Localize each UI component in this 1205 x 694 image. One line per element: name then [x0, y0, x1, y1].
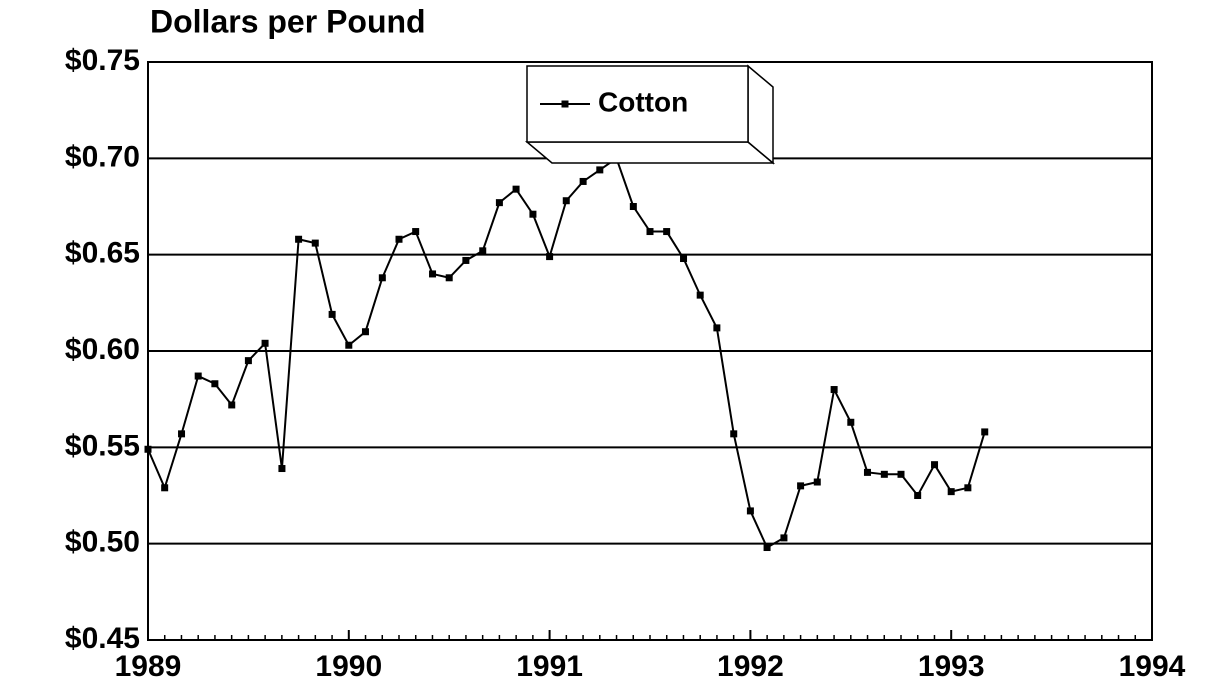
- point: [579, 177, 587, 185]
- point: [311, 239, 319, 247]
- x-tick-label: 1992: [717, 650, 784, 683]
- legend-label: Cotton: [598, 86, 688, 117]
- y-tick-label: $0.65: [65, 237, 140, 270]
- point: [947, 488, 955, 496]
- x-tick-label: 1990: [315, 650, 382, 683]
- y-tick-label: $0.45: [65, 622, 140, 655]
- x-tick-label: 1993: [918, 650, 985, 683]
- point: [847, 418, 855, 426]
- point: [361, 328, 369, 336]
- legend: Cotton: [524, 64, 776, 165]
- point: [780, 534, 788, 542]
- y-tick-label: $0.50: [65, 526, 140, 559]
- point: [730, 430, 738, 438]
- point: [529, 210, 537, 218]
- point: [378, 274, 386, 282]
- point: [863, 468, 871, 476]
- point: [763, 544, 771, 552]
- point: [261, 339, 269, 347]
- legend-marker: [561, 100, 569, 108]
- point: [395, 235, 403, 243]
- point: [646, 228, 654, 236]
- line: [147, 156, 986, 549]
- point: [278, 465, 286, 473]
- point: [546, 253, 554, 261]
- point: [897, 470, 905, 478]
- point: [797, 482, 805, 490]
- point: [680, 255, 688, 263]
- y-tick-label: $0.75: [65, 44, 140, 77]
- point: [429, 270, 437, 278]
- point: [981, 428, 989, 436]
- point: [596, 166, 604, 174]
- point: [914, 492, 922, 499]
- point: [194, 372, 202, 380]
- x-tick-label: 1989: [115, 650, 182, 683]
- point: [813, 478, 821, 486]
- point: [479, 247, 487, 255]
- point: [512, 185, 520, 193]
- point: [495, 199, 503, 207]
- point: [295, 235, 303, 243]
- point: [562, 197, 570, 205]
- x-tick-label: 1994: [1119, 650, 1186, 683]
- point: [144, 445, 152, 453]
- point: [412, 228, 420, 236]
- point: [462, 256, 470, 264]
- point: [964, 484, 972, 492]
- point: [696, 291, 704, 299]
- point: [880, 470, 888, 478]
- point: [931, 461, 939, 469]
- point: [345, 341, 353, 349]
- point: [746, 507, 754, 515]
- point: [830, 386, 838, 394]
- point: [161, 484, 169, 492]
- point: [629, 203, 637, 210]
- point: [211, 380, 219, 388]
- chart-title: Dollars per Pound: [150, 3, 426, 39]
- point: [713, 324, 721, 332]
- point: [328, 310, 336, 318]
- x-tick-label: 1991: [516, 650, 583, 683]
- y-tick-label: $0.60: [65, 333, 140, 366]
- legend-depth: [524, 141, 776, 164]
- point: [663, 228, 671, 236]
- y-tick-label: $0.55: [65, 429, 140, 462]
- point: [228, 401, 236, 409]
- point: [178, 430, 186, 438]
- point: [244, 357, 252, 365]
- point: [445, 274, 453, 282]
- y-tick-label: $0.70: [65, 140, 140, 173]
